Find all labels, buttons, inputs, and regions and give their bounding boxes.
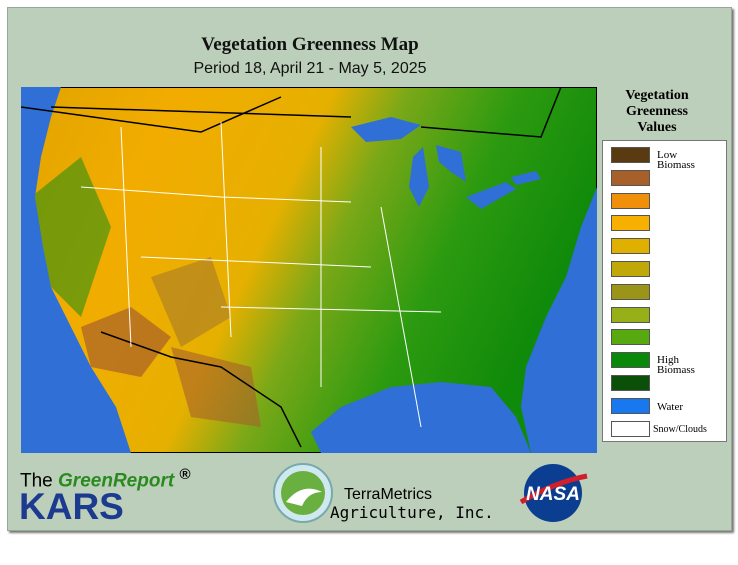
subtitle: Period 18, April 21 - May 5, 2025 xyxy=(193,60,427,77)
logo-text: The xyxy=(20,470,53,492)
logo-text: GreenReport xyxy=(58,470,175,492)
legend-swatch xyxy=(611,169,650,186)
legend: Low Biomass High Biomass Water Snow/Clouds xyxy=(602,140,727,442)
terrametrics-sub: Agriculture, Inc. xyxy=(330,503,494,522)
legend-title-line: Greenness xyxy=(626,104,688,119)
logo-text: ® xyxy=(179,466,191,483)
legend-swatch xyxy=(611,306,650,323)
legend-swatch xyxy=(611,261,650,277)
legend-title-line: Vegetation xyxy=(625,88,689,103)
greenreport-logo: The GreenReport ® xyxy=(20,466,191,492)
legend-label: Water xyxy=(657,400,683,413)
map xyxy=(21,87,597,453)
legend-label: Low Biomass xyxy=(657,149,695,171)
legend-swatch xyxy=(611,147,650,163)
terrametrics-name: TerraMetrics xyxy=(344,486,433,503)
legend-swatch xyxy=(611,329,650,346)
title: Vegetation Greenness Map xyxy=(201,34,419,55)
legend-swatch xyxy=(611,397,650,414)
terrametrics-icon xyxy=(273,463,333,523)
legend-swatch xyxy=(611,375,650,391)
nasa-text: NASA xyxy=(526,484,580,505)
legend-swatch xyxy=(611,238,650,255)
legend-swatch xyxy=(611,215,650,232)
legend-swatch xyxy=(611,420,650,437)
kars-logo: KARS xyxy=(19,486,124,527)
legend-swatch xyxy=(611,283,650,300)
legend-label: Snow/Clouds xyxy=(653,423,707,435)
legend-title-line: Values xyxy=(637,120,677,135)
nasa-logo: NASA xyxy=(519,464,588,522)
legend-swatch xyxy=(611,352,650,369)
legend-label: High Biomass xyxy=(657,354,695,377)
legend-title: Vegetation Greenness Values xyxy=(604,88,710,136)
legend-swatch xyxy=(611,192,650,209)
